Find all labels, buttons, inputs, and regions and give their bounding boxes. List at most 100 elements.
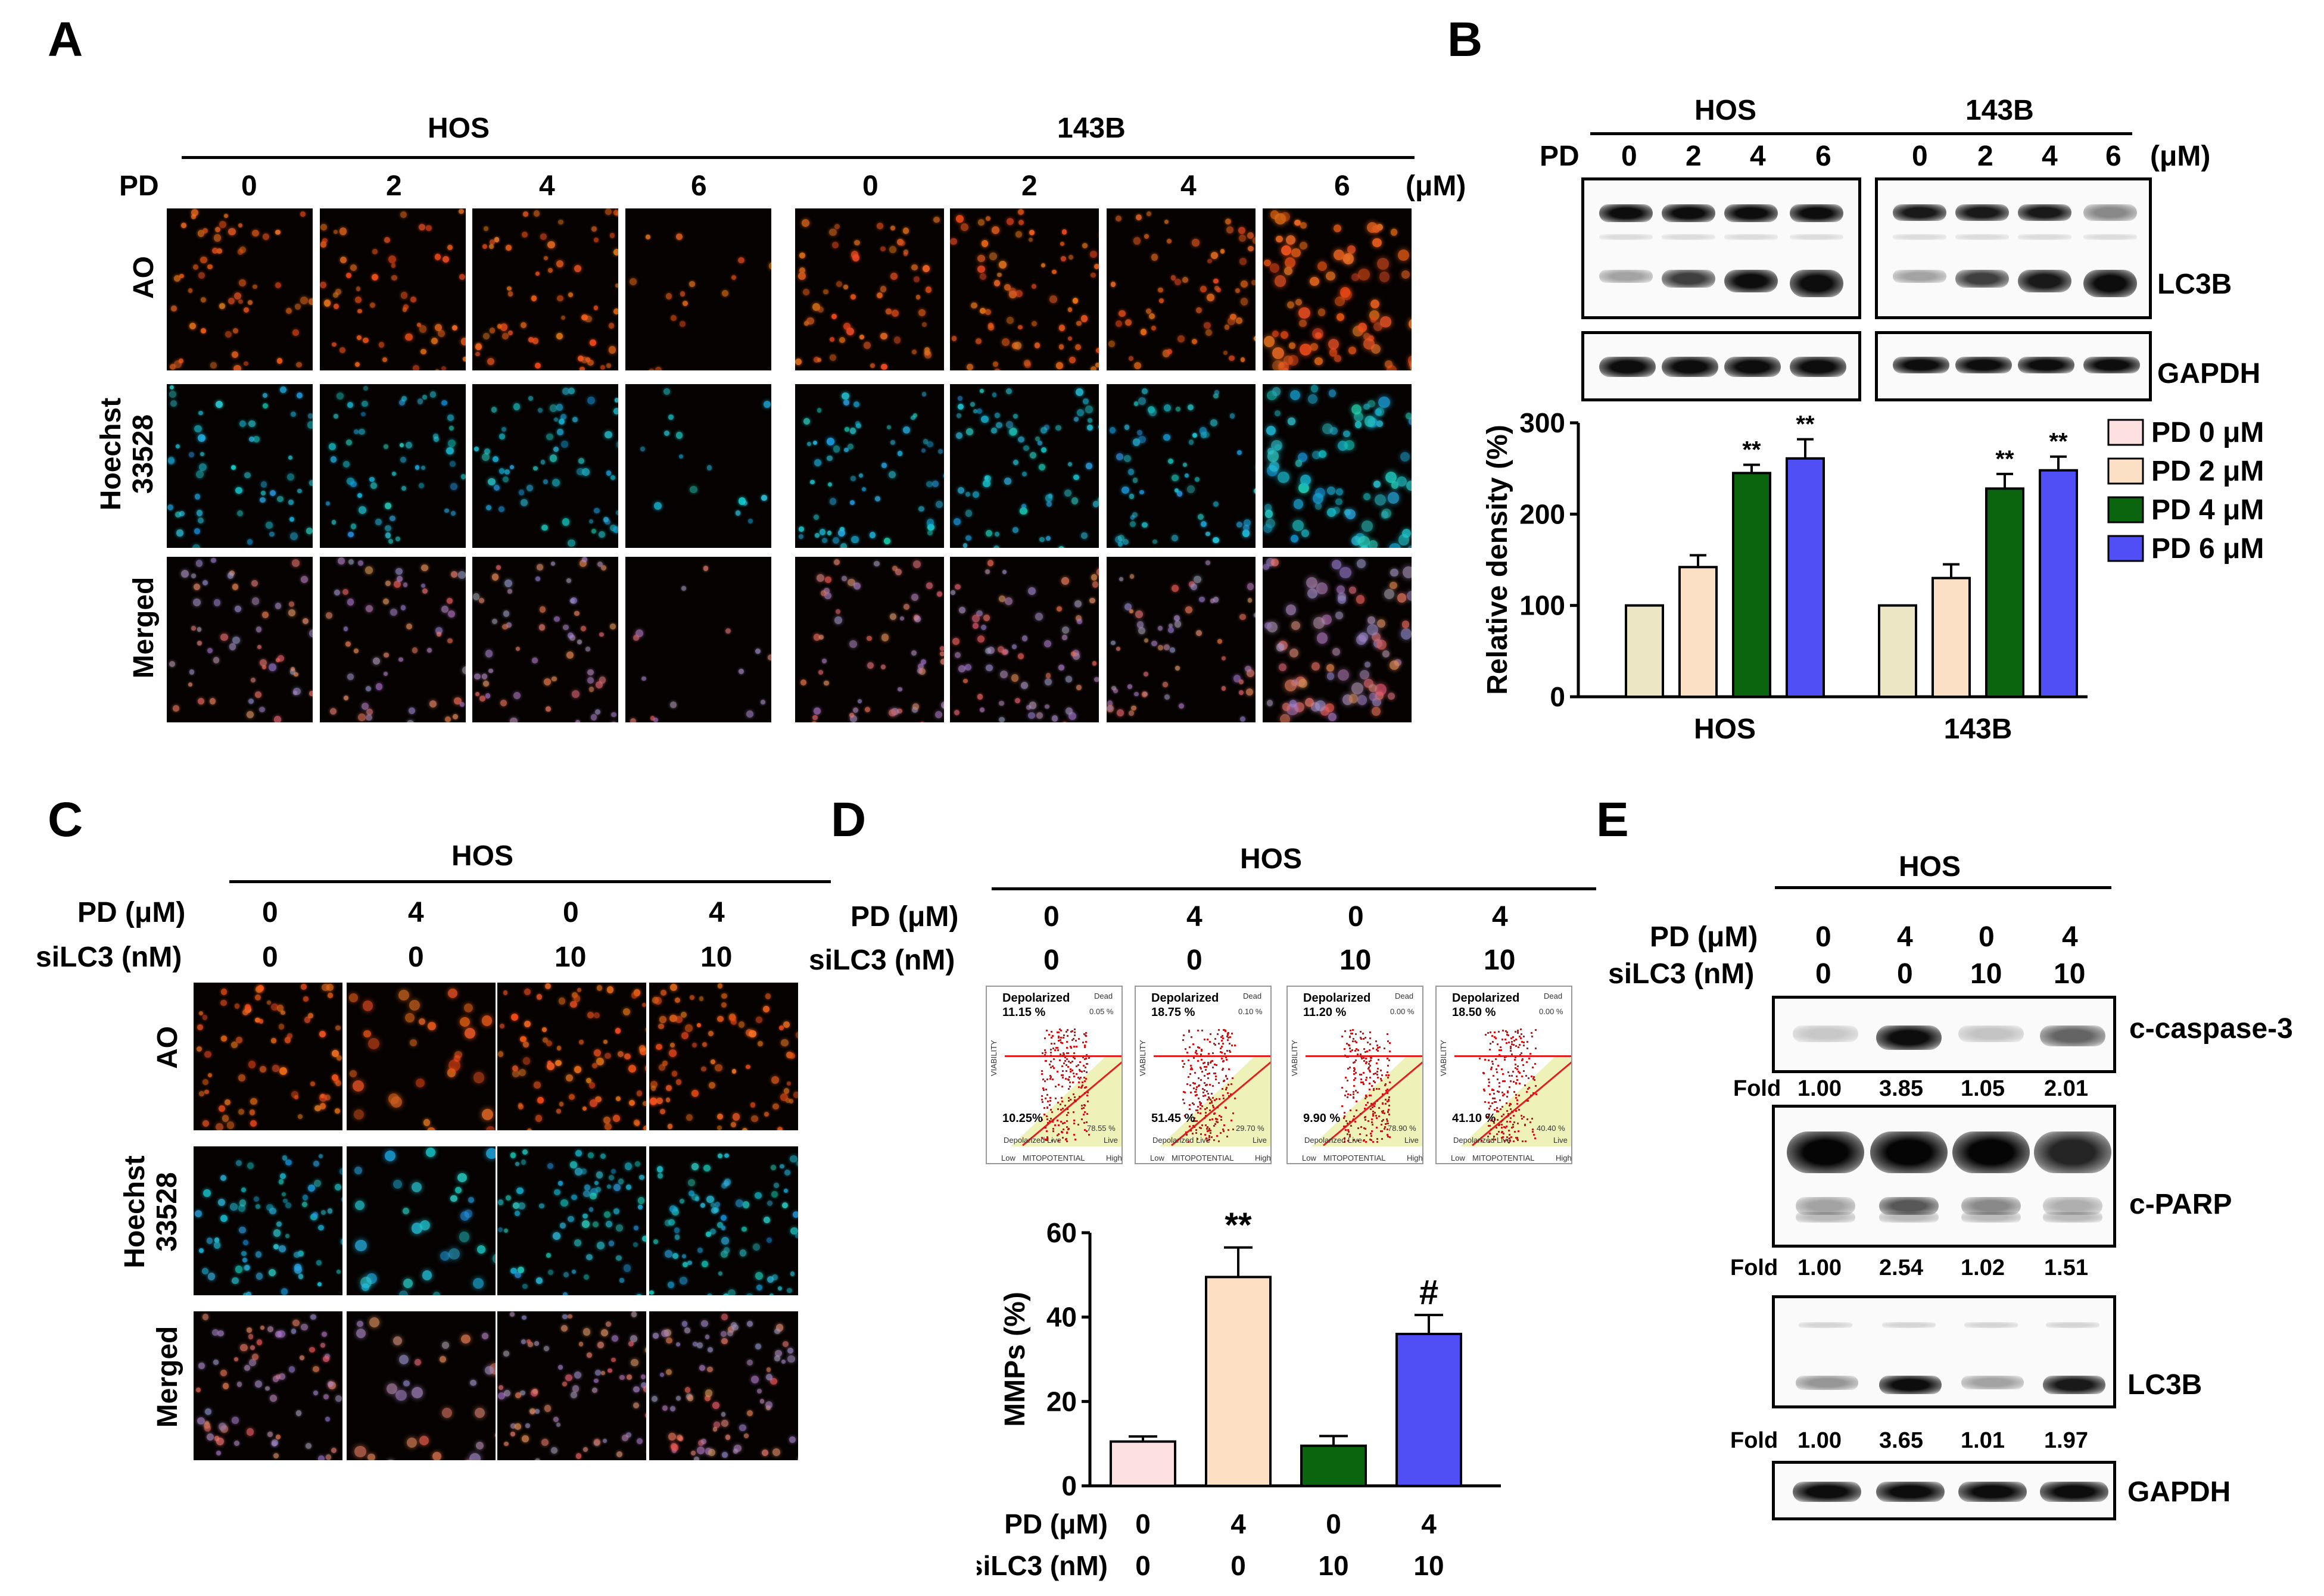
cell-dot (582, 1328, 591, 1336)
b-dose-label: 6 (2105, 141, 2121, 172)
flow-event-dot (1491, 1041, 1494, 1043)
cell-dot (336, 392, 344, 400)
cell-dot (499, 434, 505, 439)
cell-dot (732, 1113, 740, 1121)
flow-event-dot (1522, 1070, 1525, 1072)
cell-dot (341, 1197, 342, 1202)
cell-dot (1327, 508, 1336, 517)
e-fold-value: 2.01 (2044, 1076, 2088, 1101)
cell-dot (309, 298, 313, 305)
cell-dot (663, 431, 670, 437)
cell-dot (385, 503, 391, 509)
cell-dot (358, 713, 366, 722)
cell-dot (198, 1248, 204, 1254)
cell-dot (1115, 216, 1121, 222)
flow-event-dot (1057, 1035, 1060, 1037)
cell-dot (608, 1240, 614, 1246)
a-dose-label: 2 (386, 170, 402, 202)
cell-dot (611, 712, 616, 718)
cell-dot (1239, 258, 1247, 265)
cell-dot (1131, 705, 1136, 711)
cell-dot (684, 1387, 691, 1393)
flow-event-dot (1372, 1140, 1375, 1143)
cell-dot (214, 1237, 220, 1243)
cell-dot (170, 400, 177, 407)
flow-event-dot (1059, 1028, 1061, 1031)
cell-dot (865, 706, 871, 713)
cell-dot (361, 412, 366, 417)
flow-event-dot (1365, 1116, 1367, 1118)
cell-dot (525, 1423, 530, 1429)
flow-event-dot (1371, 1104, 1373, 1106)
b-category-label: HOS (1694, 713, 1756, 745)
flow-event-dot (1488, 1133, 1491, 1135)
cell-dot (279, 1173, 286, 1180)
flow-event-dot (1369, 1071, 1371, 1073)
gapdh-band (2083, 357, 2140, 373)
cell-dot (1311, 662, 1320, 671)
cell-dot (1288, 417, 1295, 425)
cell-dot (388, 255, 396, 264)
cell-dot (426, 1127, 435, 1130)
cell-dot (1401, 529, 1412, 538)
gapdh-band (2040, 1482, 2108, 1502)
cell-dot (439, 1356, 446, 1363)
flow-event-dot (1226, 1050, 1229, 1052)
gapdh-band (1662, 357, 1718, 377)
cell-dot (631, 1358, 638, 1366)
cell-dot (965, 664, 971, 671)
cell-dot (649, 368, 655, 370)
cell-dot (499, 506, 504, 513)
flow-event-dot (1226, 1086, 1228, 1089)
cell-dot (200, 297, 206, 303)
cell-dot (613, 1208, 619, 1214)
cell-dot (676, 1342, 681, 1347)
flow-event-dot (1062, 1070, 1064, 1072)
cell-dot (1006, 316, 1014, 324)
flow-event-dot (1350, 1124, 1352, 1127)
cell-dot (799, 252, 806, 258)
cell-dot (281, 1010, 285, 1015)
flow-event-dot (1517, 1031, 1519, 1034)
cell-dot (739, 1249, 747, 1257)
cell-dot (503, 610, 510, 617)
flow-event-dot (1199, 1067, 1201, 1069)
flow-event-dot (1230, 1120, 1232, 1122)
cell-dot (170, 363, 176, 370)
flow-event-dot (1220, 1048, 1222, 1050)
cell-dot (411, 1223, 423, 1234)
cell-dot (772, 1274, 778, 1280)
parp-lower-band (2043, 1212, 2102, 1223)
cell-dot (738, 668, 744, 675)
cell-dot (593, 306, 598, 310)
flow-event-dot (1501, 1092, 1504, 1094)
cell-dot (1286, 301, 1294, 309)
cell-dot (571, 1194, 577, 1201)
flow-event-dot (1365, 1095, 1367, 1098)
cell-dot (363, 386, 368, 391)
cell-dot (350, 481, 357, 487)
cell-dot (633, 1402, 639, 1409)
flow-event-dot (1215, 1064, 1217, 1067)
cell-dot (235, 1037, 242, 1044)
cell-dot (1004, 283, 1011, 291)
cell-dot (248, 1334, 254, 1339)
flow-event-dot (1083, 1080, 1086, 1082)
flow-event-dot (1533, 1076, 1535, 1078)
cell-dot (319, 1094, 327, 1102)
cell-dot (1107, 705, 1113, 711)
cell-dot (943, 473, 944, 479)
flow-event-dot (1073, 1093, 1075, 1095)
flow-event-dot (1376, 1127, 1378, 1129)
flow-event-dot (1222, 1129, 1225, 1131)
cell-dot (604, 1123, 612, 1130)
d-x-pd-value: 0 (1326, 1508, 1341, 1539)
b-legend-label: PD 0 μM (2151, 417, 2264, 448)
flow-event-dot (1386, 1120, 1388, 1123)
cell-dot (535, 1277, 543, 1284)
flow-event-dot (1499, 1046, 1501, 1048)
cell-dot (1205, 329, 1213, 336)
flow-event-dot (1509, 1074, 1511, 1077)
flow-event-dot (1510, 1041, 1513, 1043)
d-significance-mark: # (1419, 1273, 1438, 1312)
